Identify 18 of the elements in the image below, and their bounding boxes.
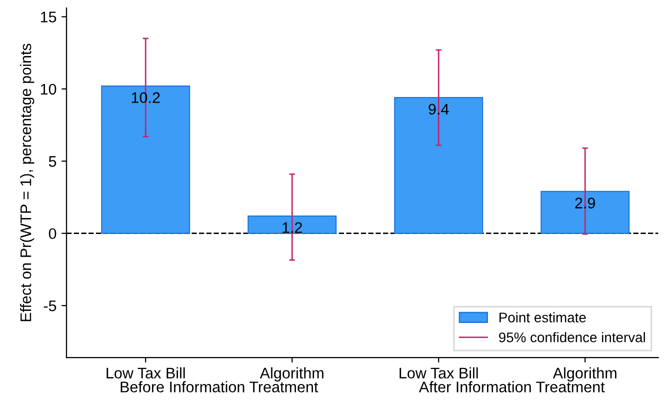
annotation: 95% confidence interval	[499, 332, 645, 342]
y-axis-title: Effect on Pr(WTP = 1), percentage points	[20, 44, 34, 322]
bar	[101, 86, 190, 234]
text: After Information Treatment	[418, 381, 605, 392]
y-tick-label: 0	[48, 228, 56, 240]
text: Before Information Treatment	[120, 381, 318, 392]
legend-label: Point estimate	[500, 312, 586, 322]
bar	[540, 190, 630, 234]
y-tick-label: 15	[40, 12, 56, 22]
y-tick-label: 10	[40, 84, 56, 95]
x-tick-label: Low Tax Bill	[106, 367, 185, 378]
bar	[248, 215, 337, 234]
x-tick-label: Algorithm	[552, 367, 616, 382]
bar	[394, 97, 484, 234]
y-tick-label: -5	[44, 300, 56, 312]
x-tick-label: Low Tax Bill	[400, 367, 478, 378]
x-tick-label: Algorithm	[260, 367, 324, 382]
y-tick-label: 5	[48, 156, 56, 167]
